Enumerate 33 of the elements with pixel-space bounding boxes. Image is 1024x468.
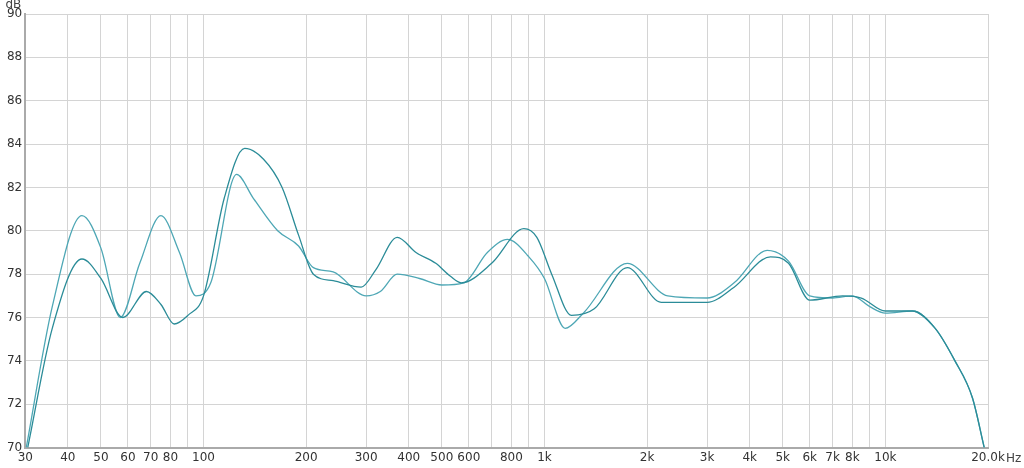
x-tick-label: 800 (499, 449, 523, 464)
x-tick-label: 4k (742, 449, 758, 464)
x-tick-label: 10k (874, 449, 897, 464)
x-tick-label: 50 (93, 449, 109, 464)
x-tick-label: 80 (162, 449, 179, 464)
y-tick-label: 80 (6, 222, 23, 237)
x-tick-label: 2k (639, 449, 655, 464)
y-tick-label: 74 (6, 353, 23, 368)
x-tick-label: 60 (120, 449, 136, 464)
x-tick-label: 70 (143, 449, 159, 464)
x-tick-label: 200 (294, 449, 318, 464)
x-tick-label: 300 (354, 449, 378, 464)
x-tick-label: 500 (430, 449, 454, 464)
x-tick-label: 20.0k (971, 449, 1005, 464)
x-tick-label: 1k (537, 449, 552, 464)
x-tick-label: 100 (192, 449, 215, 464)
x-tick-label: 400 (397, 449, 421, 464)
x-tick-label: 40 (60, 449, 76, 464)
y-tick-label: 86 (6, 92, 23, 107)
y-tick-label: 88 (6, 49, 23, 64)
x-tick-label: 8k (845, 449, 860, 464)
y-tick-label: 82 (6, 179, 23, 194)
x-tick-label: 6k (802, 449, 818, 464)
x-tick-label: 600 (457, 449, 481, 464)
x-tick-label: 5k (775, 449, 791, 464)
y-tick-label: 84 (6, 136, 23, 151)
x-tick-label: 3k (699, 449, 715, 464)
x-axis-title: Hz (1006, 450, 1022, 465)
x-tick-label: 30 (17, 449, 33, 464)
x-tick-label: 7k (825, 449, 840, 464)
y-tick-label: 78 (6, 266, 23, 281)
y-tick-label: 72 (6, 396, 23, 411)
y-tick-label: 76 (6, 309, 23, 324)
